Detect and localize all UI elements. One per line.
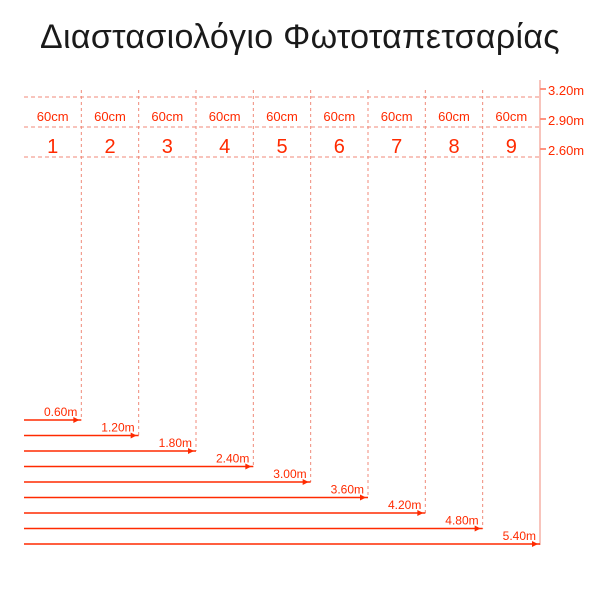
width-label: 3.00m (273, 467, 306, 481)
width-label: 5.40m (503, 529, 536, 543)
panel-number: 5 (276, 136, 287, 158)
arrow-head-icon (130, 432, 137, 439)
panel-width-label: 60cm (495, 109, 527, 124)
arrow-head-icon (302, 479, 309, 485)
panel-number: 4 (219, 136, 230, 158)
page-title: Διαστασιολόγιο Φωτοταπετσαρίας (40, 18, 560, 56)
arrow-head-icon (532, 541, 538, 547)
height-label: 3.20m (548, 83, 584, 98)
height-label: 2.90m (548, 113, 584, 128)
width-label: 1.20m (101, 421, 134, 435)
panel-width-label: 60cm (151, 109, 183, 124)
arrow-head-icon (73, 417, 80, 423)
panel-number: 6 (334, 136, 345, 158)
panel-number: 2 (104, 136, 115, 158)
arrow-head-icon (188, 448, 194, 454)
panel-width-label: 60cm (94, 109, 126, 124)
panel-number: 1 (47, 136, 58, 158)
width-label: 3.60m (331, 483, 364, 497)
panel-width-label: 60cm (266, 109, 298, 124)
panel-width-label: 60cm (37, 109, 69, 124)
width-label: 4.80m (445, 514, 478, 528)
panel-number: 9 (506, 136, 517, 158)
panel-number: 7 (391, 136, 402, 158)
arrow-head-icon (245, 463, 252, 470)
height-label: 2.60m (548, 143, 584, 158)
arrow-head-icon (360, 494, 366, 501)
panel-width-label: 60cm (381, 109, 413, 124)
arrow-head-icon (474, 525, 481, 532)
arrow-head-icon (417, 510, 424, 516)
panel-number: 3 (162, 136, 173, 158)
panel-number: 8 (448, 136, 459, 158)
width-label: 4.20m (388, 498, 421, 512)
panel-width-label: 60cm (438, 109, 470, 124)
width-label: 0.60m (44, 405, 77, 419)
width-label: 2.40m (216, 452, 249, 466)
panel-width-label: 60cm (323, 109, 355, 124)
panel-width-label: 60cm (209, 109, 241, 124)
width-label: 1.80m (159, 436, 192, 450)
